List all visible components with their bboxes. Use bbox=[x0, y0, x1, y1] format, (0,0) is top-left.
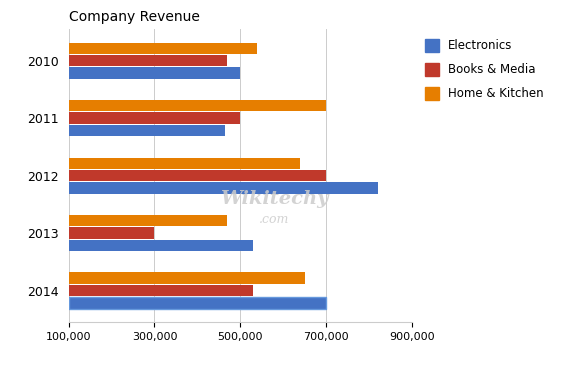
Bar bbox=[69, 285, 253, 296]
Bar bbox=[69, 240, 253, 251]
Bar bbox=[69, 182, 378, 194]
Bar bbox=[69, 67, 240, 79]
Bar bbox=[69, 272, 305, 284]
Bar bbox=[69, 297, 326, 309]
Bar bbox=[69, 112, 240, 124]
Bar bbox=[69, 227, 154, 239]
Bar bbox=[69, 215, 228, 227]
Text: .com: .com bbox=[259, 213, 290, 226]
Bar bbox=[69, 55, 228, 67]
Text: Company Revenue: Company Revenue bbox=[69, 10, 200, 24]
Bar bbox=[69, 42, 257, 54]
Bar bbox=[69, 170, 326, 182]
Bar bbox=[69, 297, 326, 309]
Bar bbox=[69, 100, 326, 112]
Legend: Electronics, Books & Media, Home & Kitchen: Electronics, Books & Media, Home & Kitch… bbox=[421, 35, 547, 104]
Bar bbox=[69, 125, 225, 137]
Bar bbox=[69, 157, 300, 169]
Text: Wikitechy: Wikitechy bbox=[220, 190, 329, 208]
